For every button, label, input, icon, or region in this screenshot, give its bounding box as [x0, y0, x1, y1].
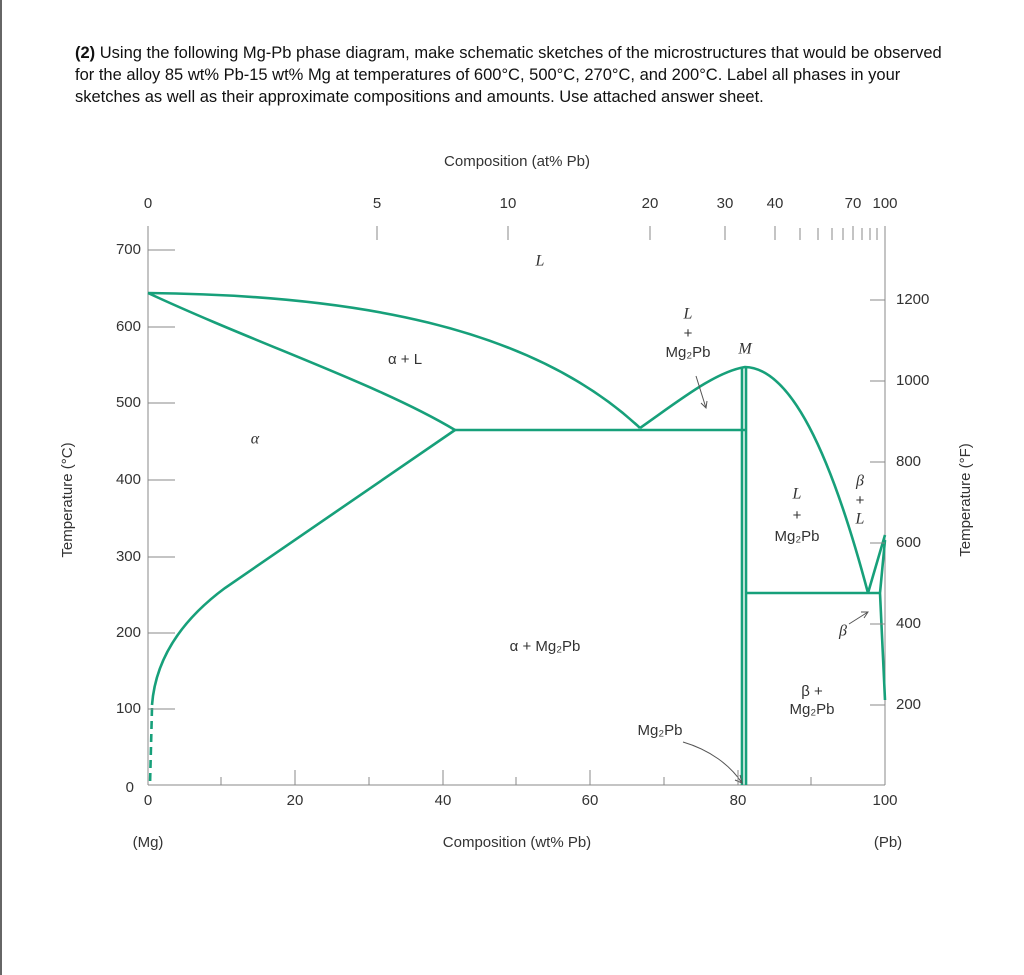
top-tick-label: 40 [767, 195, 784, 212]
left-tick-label: 300 [116, 548, 141, 565]
region-label: Mg₂Pb [789, 701, 834, 718]
region-label: L [683, 306, 693, 323]
bottom-tick-label: 60 [582, 792, 599, 809]
top-tick-label: 20 [642, 195, 659, 212]
bottom-tick-label: 40 [435, 792, 452, 809]
question-number: (2) [75, 44, 96, 62]
page-edge [0, 0, 2, 975]
region-label: M [737, 341, 753, 358]
region-label: α + L [388, 351, 422, 368]
right-tick-label: 800 [896, 453, 921, 470]
region-label: + [793, 507, 802, 524]
region-label: Mg₂Pb [665, 344, 710, 361]
top-tick-label: 100 [872, 195, 897, 212]
left-axis-title: Temperature (°C) [59, 442, 76, 557]
top-tick-label: 30 [717, 195, 734, 212]
region-label: β [855, 473, 864, 490]
left-tick-label: 100 [116, 700, 141, 717]
top-tick-label: 10 [500, 195, 517, 212]
left-tick-label: 400 [116, 471, 141, 488]
top-tick-label: 70 [845, 195, 862, 212]
bottom-right-end: (Pb) [874, 834, 902, 851]
bottom-tick-label: 100 [872, 792, 897, 809]
region-label: L [535, 253, 545, 270]
phase-boundaries [147, 291, 887, 786]
bottom-tick-label: 20 [287, 792, 304, 809]
right-tick-label: 400 [896, 615, 921, 632]
arrows [682, 375, 869, 784]
region-label: Mg₂Pb [637, 722, 682, 739]
right-tick-label: 1200 [896, 291, 929, 308]
region-label: L [792, 486, 802, 503]
region-label: + [856, 492, 865, 509]
region-label: + [684, 325, 693, 342]
left-tick-label: 700 [116, 241, 141, 258]
bottom-tick-label: 80 [730, 792, 747, 809]
top-axis-title: Composition (at% Pb) [444, 153, 590, 170]
region-label: α + Mg₂Pb [510, 638, 581, 655]
region-label: α [251, 431, 260, 448]
top-tick-label: 0 [144, 195, 152, 212]
region-label: Mg₂Pb [774, 528, 819, 545]
bottom-left-end: (Mg) [133, 834, 164, 851]
left-tick-label: 0 [126, 779, 134, 796]
region-label: β [838, 623, 847, 640]
right-axis-title: Temperature (°F) [957, 443, 974, 557]
question: (2) Using the following Mg-Pb phase diag… [75, 42, 965, 108]
left-tick-label: 600 [116, 318, 141, 335]
left-tick-label: 200 [116, 624, 141, 641]
top-tick-label: 5 [373, 195, 381, 212]
question-text: Using the following Mg-Pb phase diagram,… [75, 44, 942, 106]
region-label: L [855, 511, 865, 528]
right-tick-label: 600 [896, 534, 921, 551]
minor-ticks [220, 228, 878, 785]
left-tick-label: 500 [116, 394, 141, 411]
right-tick-label: 1000 [896, 372, 929, 389]
region-label: β + [801, 683, 823, 700]
bottom-tick-label: 0 [144, 792, 152, 809]
right-tick-label: 200 [896, 696, 921, 713]
bottom-axis-title: Composition (wt% Pb) [443, 834, 591, 851]
